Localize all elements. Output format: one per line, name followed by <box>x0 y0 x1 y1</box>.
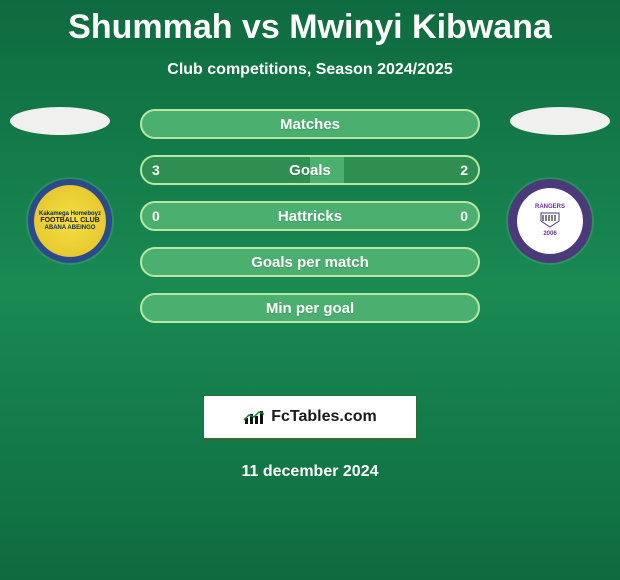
shield-icon <box>539 211 561 229</box>
stat-row-min-per-goal: Min per goal <box>140 293 480 323</box>
stat-label: Min per goal <box>266 300 354 317</box>
stat-label: Matches <box>280 116 340 133</box>
stat-label: Goals <box>289 162 331 179</box>
bar-chart-icon <box>243 408 265 426</box>
stat-value-right: 2 <box>460 162 468 178</box>
fctables-label: FcTables.com <box>271 408 377 426</box>
team-badge-left-text: Kakamega Homeboyz FOOTBALL CLUB ABANA AB… <box>39 211 101 232</box>
page-title: Shummah vs Mwinyi Kibwana <box>0 0 620 47</box>
team-badge-left: Kakamega Homeboyz FOOTBALL CLUB ABANA AB… <box>28 179 112 263</box>
team-badge-right: RANGERS 2006 <box>508 179 592 263</box>
player-right-oval <box>510 107 610 135</box>
subtitle: Club competitions, Season 2024/2025 <box>0 61 620 79</box>
player-left-oval <box>10 107 110 135</box>
team-badge-right-text: RANGERS 2006 <box>535 204 565 238</box>
stat-value-left: 0 <box>152 208 160 224</box>
comparison-panel: Kakamega Homeboyz FOOTBALL CLUB ABANA AB… <box>0 109 620 369</box>
stat-fill-left <box>142 157 310 183</box>
stat-label: Goals per match <box>251 254 369 271</box>
stat-label: Hattricks <box>278 208 342 225</box>
stat-row-goals-per-match: Goals per match <box>140 247 480 277</box>
stat-row-hattricks: 0 Hattricks 0 <box>140 201 480 231</box>
stat-fill-right <box>344 157 478 183</box>
stat-value-right: 0 <box>460 208 468 224</box>
stat-rows: Matches 3 Goals 2 0 Hattricks 0 Goals pe… <box>140 109 480 323</box>
stat-row-goals: 3 Goals 2 <box>140 155 480 185</box>
fctables-link[interactable]: FcTables.com <box>203 395 417 441</box>
date-text: 11 december 2024 <box>0 463 620 481</box>
stat-row-matches: Matches <box>140 109 480 139</box>
stat-value-left: 3 <box>152 162 160 178</box>
